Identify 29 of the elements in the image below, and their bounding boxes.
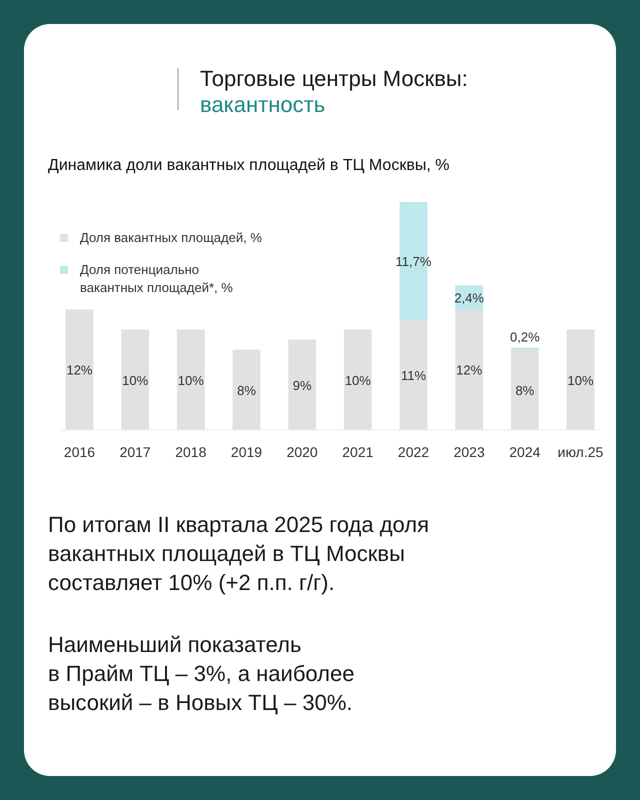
x-tick-label: 2024	[509, 444, 541, 460]
data-label: 11%	[400, 368, 426, 383]
x-tick-label: 2022	[398, 444, 430, 460]
data-label: 12%	[456, 362, 483, 378]
legend-label: Доля вакантных площадей, %	[80, 230, 262, 245]
x-tick-label: 2016	[64, 444, 96, 460]
data-label: 10%	[178, 372, 204, 388]
x-tick-label: 2021	[342, 444, 374, 460]
x-tick-label: июл.25	[558, 444, 604, 460]
x-tick-label: 2018	[175, 444, 207, 460]
data-label: 10%	[568, 372, 594, 388]
legend-label: Доля потенциально вакантных площадей*, %	[80, 262, 234, 295]
data-label: 12%	[66, 362, 93, 378]
data-label: 9%	[292, 378, 312, 393]
data-label: 8%	[237, 382, 256, 398]
x-tick-label: 2023	[454, 444, 485, 460]
text: По итогам II квартала 2025 года доля вакантных площадей в ТЦ Москвы составляет 10% (+2 п.п. г/г).	[48, 512, 430, 595]
data-label: 10%	[344, 372, 372, 388]
data-label: 2,4%	[454, 290, 484, 306]
chart-title: Торговые центры Москвы: вакантность	[200, 66, 468, 117]
text: Наименьший показатель в Прайм ТЦ – 3%, а наиболее высокий – в Новых ТЦ – 30%.	[48, 632, 354, 715]
data-label: 8%	[515, 382, 535, 398]
data-label: 0,2%	[510, 330, 540, 345]
x-tick-label: 2019	[230, 444, 262, 460]
x-tick-label: 2020	[286, 444, 318, 460]
chart-subtitle: Динамика доли вакантных площадей в ТЦ Москвы, %	[48, 157, 450, 174]
data-label: 11,7%	[396, 254, 432, 269]
x-tick-label: 2017	[120, 444, 151, 460]
data-label: 10%	[122, 372, 149, 388]
